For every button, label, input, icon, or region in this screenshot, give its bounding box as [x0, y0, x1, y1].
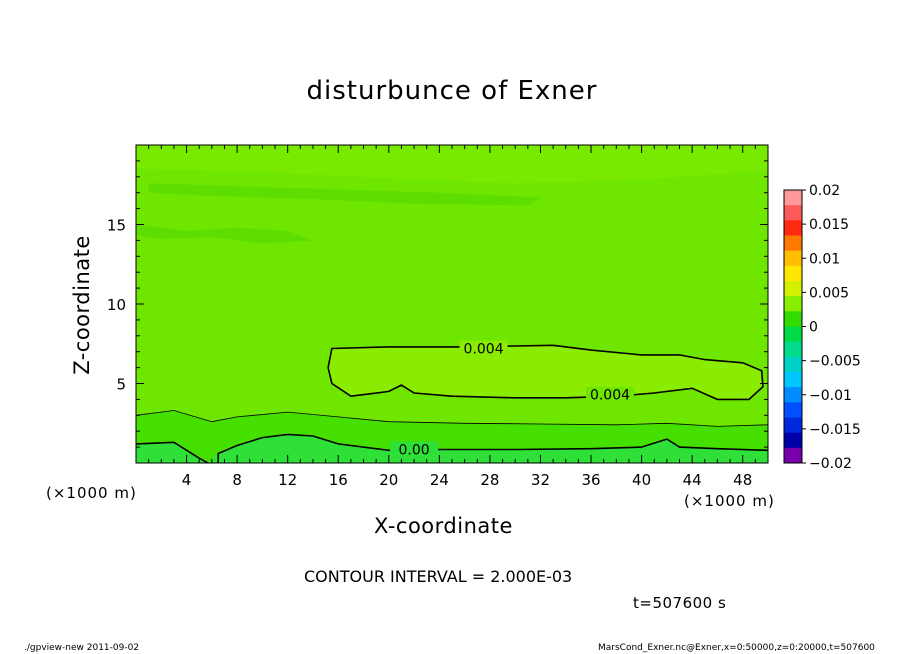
x-tick-label: 32 — [531, 471, 550, 489]
colorbar-swatch — [784, 432, 802, 449]
y-axis-label: Z-coordinate — [70, 235, 94, 375]
field-band-upper-darker — [148, 183, 541, 206]
colorbar-swatch — [784, 372, 802, 388]
x-tick-label: 40 — [632, 471, 651, 489]
colorbar-tick-label: 0.015 — [809, 217, 849, 233]
colorbar-tick-label: 0 — [809, 320, 818, 336]
colorbar-swatch — [784, 220, 802, 236]
contour-label: 0.00 — [398, 442, 429, 458]
x-tick-label: 24 — [430, 471, 449, 489]
footer-right: MarsCond_Exner.nc@Exner,x=0:50000,z=0:20… — [598, 643, 875, 653]
contour-label: 0.004 — [590, 388, 630, 404]
colorbar-tick-label: −0.015 — [809, 422, 861, 438]
y-tick-label: 10 — [107, 296, 126, 314]
x-tick-label: 48 — [733, 471, 752, 489]
colorbar-tick-label: 0.02 — [809, 183, 840, 199]
colorbar-swatch — [784, 387, 802, 403]
colorbar-swatch — [784, 190, 802, 206]
colorbar-swatch — [784, 281, 802, 297]
colorbar-swatch — [784, 447, 802, 464]
colorbar-swatch — [784, 265, 802, 282]
colorbar-swatch — [784, 250, 802, 267]
x-axis-unit-right: (×1000 m) — [684, 492, 775, 510]
footer-left: ./gpview-new 2011-09-02 — [24, 643, 140, 653]
contour-label-bg — [586, 386, 634, 403]
contour-line-0.002 — [136, 410, 768, 427]
field-level-high-blob — [328, 345, 763, 400]
x-tick-label: 44 — [683, 471, 702, 489]
contour-field: 0.004 0.004 0.00 — [136, 145, 768, 463]
contour-label-bg — [459, 340, 508, 357]
x-tick-label: 20 — [379, 471, 398, 489]
colorbar-tick-label: −0.01 — [809, 388, 852, 404]
colorbar-swatch — [784, 311, 802, 327]
colorbar-swatch — [784, 356, 802, 373]
y-tick-label: 5 — [116, 376, 126, 394]
contour-line-0.004 — [327, 344, 764, 401]
colorbar-tick-label: −0.005 — [809, 354, 861, 370]
colorbar-tick-label: −0.02 — [809, 456, 852, 472]
colorbar-swatch — [784, 417, 802, 434]
colorbar-swatch — [784, 205, 802, 221]
x-tick-label: 36 — [581, 471, 600, 489]
colorbar-tick-label: 0.005 — [809, 285, 849, 301]
x-axis-label: X-coordinate — [374, 514, 513, 538]
field-band-left — [136, 224, 313, 244]
x-tick-label: 8 — [232, 471, 242, 489]
colorbar-swatch — [784, 326, 802, 343]
x-tick-label: 4 — [182, 471, 192, 489]
colorbar-swatch — [784, 402, 802, 418]
colorbar-tick-label: 0.01 — [809, 251, 840, 267]
x-tick-label: 12 — [278, 471, 297, 489]
time-label: t=507600 s — [633, 594, 727, 612]
colorbar-swatch — [784, 296, 802, 312]
x-tick-label: 28 — [480, 471, 499, 489]
field-band-upper — [136, 145, 768, 184]
x-axis-unit-left: (×1000 m) — [46, 484, 137, 502]
contour-line-0.00-left — [136, 441, 209, 463]
colorbar-swatch — [784, 235, 802, 252]
chart-title: disturbunce of Exner — [306, 76, 598, 106]
colorbar-swatch — [784, 341, 802, 358]
contour-label-bg — [390, 441, 439, 458]
contour-interval-note: CONTOUR INTERVAL = 2.000E-03 — [304, 567, 573, 586]
y-tick-label: 15 — [107, 217, 126, 235]
x-tick-label: 16 — [329, 471, 348, 489]
field-level-negative — [136, 434, 768, 463]
contour-label: 0.004 — [464, 342, 504, 358]
